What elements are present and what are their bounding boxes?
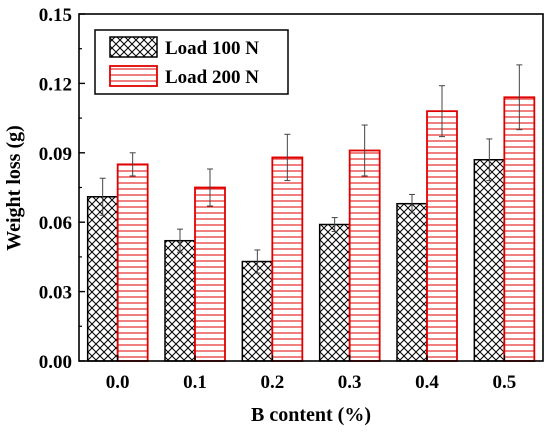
y-tick-label: 0.09 (39, 144, 72, 165)
error-bar-load-200n-0.3 (361, 124, 368, 177)
bar-load-100n-0.4 (396, 202, 428, 362)
bar-load-200n-0.5 (503, 96, 536, 362)
bar-load-100n-0.2 (241, 260, 274, 362)
error-bar-load-200n-0.5 (516, 64, 523, 131)
y-axis-title: Weight loss (g) (3, 125, 25, 251)
bar-load-100n-0.1 (164, 239, 196, 362)
y-tick-label: 0.06 (39, 213, 72, 234)
bar-load-100n-0.0 (86, 196, 119, 362)
bar-load-100n-0.3 (318, 223, 351, 362)
error-bar-load-100n-0.1 (177, 228, 183, 253)
legend-swatch-load-100n (109, 36, 158, 58)
x-tick-label: 0.1 (183, 372, 207, 393)
error-bar-load-100n-0.4 (409, 193, 415, 214)
bar-load-200n-0.2 (271, 156, 304, 362)
legend: Load 100 N Load 200 N (94, 29, 289, 95)
bar-load-200n-0.0 (116, 163, 149, 362)
error-bar-load-100n-0.3 (331, 217, 338, 232)
legend-label-load-100n: Load 100 N (165, 38, 259, 59)
x-tick-label: 0.2 (260, 372, 284, 393)
y-tick-label: 0.12 (39, 74, 72, 95)
error-bar-load-100n-0.2 (254, 249, 261, 274)
error-bar-load-100n-0.0 (99, 177, 106, 216)
error-bar-load-100n-0.5 (486, 138, 493, 182)
y-tick-label: 0.15 (39, 5, 72, 26)
error-bar-load-200n-0.1 (207, 168, 213, 207)
bar-load-200n-0.3 (348, 149, 381, 362)
y-tick-label: 0.00 (39, 352, 72, 373)
bar-load-200n-0.1 (194, 186, 226, 362)
error-bar-load-200n-0.2 (284, 133, 291, 182)
error-bar-load-200n-0.0 (129, 152, 136, 177)
bar-load-100n-0.5 (473, 158, 506, 362)
x-axis-title: B content (%) (251, 404, 371, 426)
legend-label-load-200n: Load 200 N (165, 67, 259, 88)
x-tick-label: 0.4 (415, 372, 439, 393)
bar-load-200n-0.4 (426, 110, 458, 362)
x-tick-label: 0.5 (492, 372, 516, 393)
x-tick-label: 0.0 (106, 372, 130, 393)
error-bar-load-200n-0.4 (439, 85, 445, 138)
x-tick-label: 0.3 (338, 372, 362, 393)
y-tick-label: 0.03 (39, 283, 72, 304)
legend-swatch-load-200n (109, 65, 158, 87)
